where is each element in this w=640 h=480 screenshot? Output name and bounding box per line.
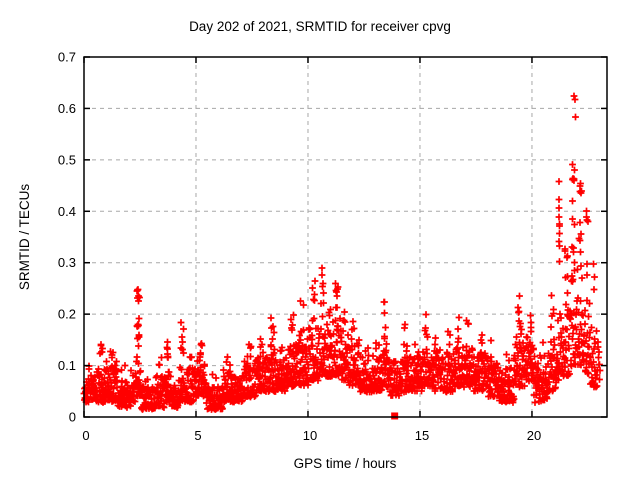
y-tick-label: 0.4 <box>58 204 76 219</box>
y-axis-label: SRMTID / TECUs <box>17 184 32 291</box>
y-tick-label: 0.1 <box>58 358 76 373</box>
y-tick-label: 0.3 <box>58 255 76 270</box>
x-axis-label: GPS time / hours <box>294 456 397 471</box>
y-tick-label: 0.7 <box>58 50 76 65</box>
plot-border <box>83 56 608 418</box>
x-tick-label: 5 <box>194 428 201 443</box>
y-tick-label: 0 <box>69 410 76 425</box>
y-tick-label: 0.2 <box>58 307 76 322</box>
y-tick-label: 0.5 <box>58 152 76 167</box>
x-tick-label: 20 <box>527 428 541 443</box>
x-tick-label: 10 <box>303 428 317 443</box>
chart-title: Day 202 of 2021, SRMTID for receiver cpv… <box>189 19 451 34</box>
y-tick-label: 0.6 <box>58 101 76 116</box>
axis-ticks <box>83 56 607 418</box>
plot-frame <box>83 56 608 418</box>
square-marker <box>391 412 399 420</box>
tick-labels: 0 0.1 0.2 0.3 0.4 0.5 0.6 0.7 0 5 10 15 20 <box>58 50 541 444</box>
x-tick-label: 15 <box>415 428 429 443</box>
x-tick-label: 0 <box>82 428 89 443</box>
data-points <box>80 92 604 420</box>
scatter-plus-markers <box>80 92 604 413</box>
